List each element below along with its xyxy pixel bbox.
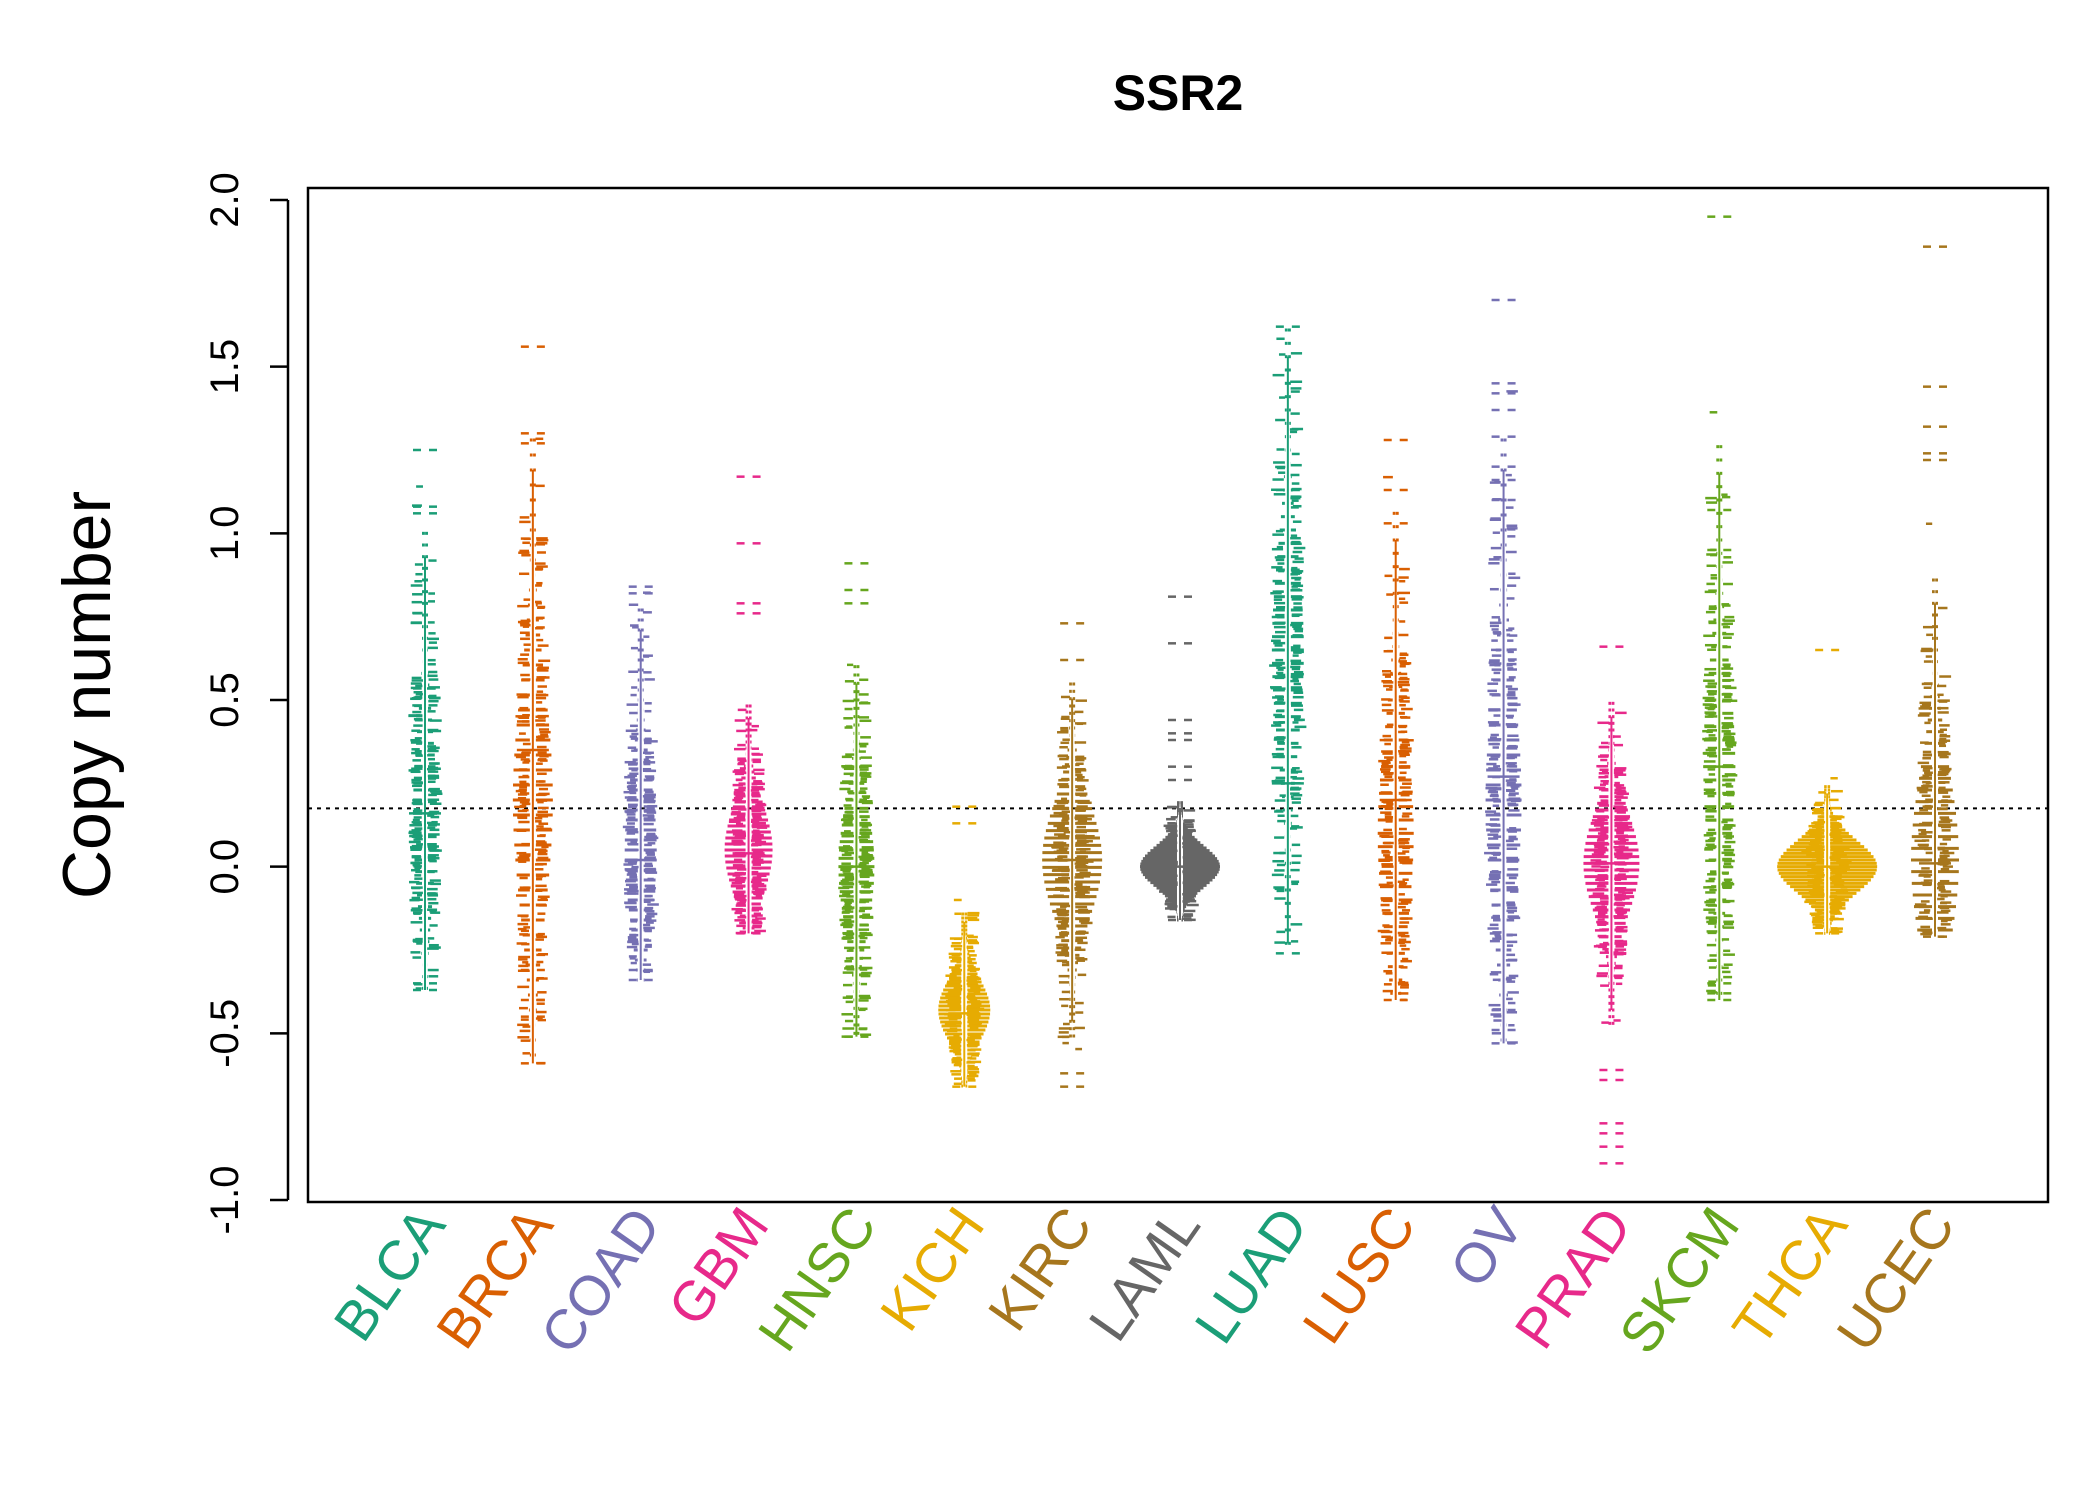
x-tick-label-luad: LUAD (1182, 1196, 1319, 1355)
swarm-layer (408, 215, 1959, 1165)
swarm-lusc (1377, 438, 1414, 1002)
swarm-skcm (1702, 215, 1738, 1002)
x-tick-label-laml: LAML (1076, 1196, 1212, 1352)
swarm-brca (512, 345, 553, 1065)
swarm-luad (1269, 325, 1307, 955)
x-tick-label-ov: OV (1437, 1195, 1535, 1298)
swarm-prad (1583, 645, 1640, 1165)
y-tick-label: -1.0 (203, 1166, 247, 1235)
x-tick-label-skcm: SKCM (1607, 1196, 1751, 1365)
y-tick-label: 0.0 (203, 839, 247, 895)
x-tick-label-coad: COAD (528, 1196, 672, 1365)
y-tick-label: 1.0 (203, 506, 247, 562)
y-axis: -1.0 -0.5 0.0 0.5 1.0 1.5 2.0 (203, 172, 290, 1235)
swarm-gbm (724, 475, 773, 935)
x-tick-label-lusc: LUSC (1290, 1196, 1427, 1355)
swarm-laml (1140, 595, 1220, 922)
y-tick-label: 1.5 (203, 339, 247, 395)
swarm-kirc (1042, 622, 1103, 1088)
swarm-blca (408, 448, 443, 992)
y-tick-label: 0.5 (203, 672, 247, 728)
y-tick-label: -0.5 (203, 999, 247, 1068)
y-tick-label: 2.0 (203, 172, 247, 228)
plot-frame (306, 186, 2050, 1204)
swarm-kich (938, 805, 991, 1088)
x-tick-label-hnsc: HNSC (746, 1196, 889, 1362)
swarm-hnsc (838, 562, 875, 1038)
swarm-coad (622, 585, 659, 982)
swarm-thca (1777, 648, 1878, 935)
x-tick-label-ucec: UCEC (1824, 1196, 1967, 1362)
y-axis-label: Copy number (49, 491, 125, 899)
chart-title: SSR2 (1113, 65, 1244, 121)
swarm-ucec (1911, 245, 1959, 938)
x-tick-label-kich: KICH (868, 1196, 996, 1342)
swarm-ov (1484, 298, 1522, 1045)
